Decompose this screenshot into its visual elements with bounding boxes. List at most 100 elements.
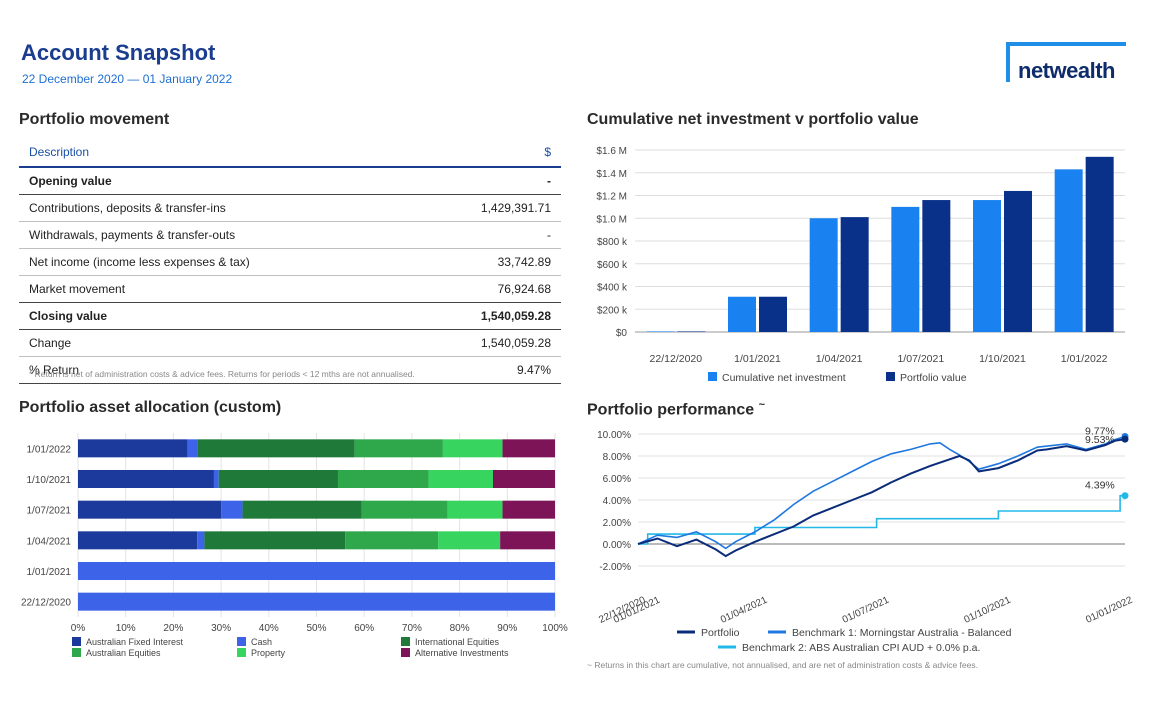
- legend-label: Australian Fixed Interest: [86, 637, 184, 647]
- performance-title-marker: ~: [758, 399, 766, 411]
- bar: [728, 296, 756, 332]
- row-label: Opening value: [19, 167, 414, 195]
- date-range: 22 December 2020 — 01 January 2022: [22, 72, 233, 86]
- performance-footnote: ~ Returns in this chart are cumulative, …: [587, 660, 978, 670]
- table-row: Opening value -: [19, 167, 561, 195]
- x-tick-label: 0%: [71, 623, 86, 634]
- col-value: $: [413, 140, 561, 168]
- legend-label: Benchmark 1: Morningstar Australia - Bal…: [792, 627, 1012, 639]
- legend-swatch: [237, 648, 246, 657]
- bar-segment: [337, 470, 429, 488]
- bar-segment: [500, 531, 555, 550]
- table-row: Closing value 1,540,059.28: [19, 302, 561, 330]
- x-tick-label: 60%: [354, 623, 374, 634]
- x-tick-label: 50%: [306, 623, 326, 634]
- legend-swatch: [237, 637, 246, 646]
- legend-label: International Equities: [415, 637, 500, 647]
- y-tick-label: $200 k: [597, 305, 628, 316]
- x-tick-label: 1/10/2021: [979, 353, 1026, 365]
- legend-label: Cumulative net investment: [722, 372, 846, 384]
- x-tick-label: 30%: [211, 623, 231, 634]
- bar-segment: [428, 470, 493, 488]
- performance-chart: -2.00%0.00%2.00%4.00%6.00%8.00%10.00%22/…: [597, 426, 1135, 654]
- bar-segment: [447, 500, 503, 519]
- bar-segment: [502, 500, 555, 519]
- y-tick-label: 10.00%: [597, 430, 631, 441]
- bar-segment: [78, 562, 555, 580]
- legend-swatch: [401, 637, 410, 646]
- end-label: 9.77%: [1085, 426, 1115, 438]
- y-tick-label: 1/07/2021: [27, 506, 72, 517]
- x-tick-label: 80%: [450, 623, 470, 634]
- cumulative-chart: $0 $200 k $400 k $600 k $800 k $1.0 M $1.2 M $1…: [596, 146, 1125, 384]
- series-line: [637, 438, 1126, 558]
- legend-label: Benchmark 2: ABS Australian CPI AUD + 0.…: [742, 642, 980, 654]
- bar-segment: [187, 439, 198, 458]
- bar-segment: [361, 500, 448, 519]
- bar-segment: [354, 439, 443, 458]
- table-header-row: Description $: [19, 140, 561, 168]
- bar: [646, 331, 675, 332]
- bar-segment: [221, 500, 243, 519]
- row-value: -: [413, 167, 561, 195]
- row-value: 33,742.89: [413, 248, 561, 276]
- row-label: Market movement: [19, 275, 414, 303]
- x-tick-label: 22/12/2020: [650, 353, 703, 365]
- cumulative-chart-title: Cumulative net investment v portfolio va…: [587, 111, 919, 128]
- row-label: % Return: [19, 356, 414, 384]
- allocation-chart-title: Portfolio asset allocation (custom): [19, 399, 282, 416]
- y-tick-label: $0: [616, 328, 628, 339]
- y-tick-label: $600 k: [597, 260, 628, 271]
- portfolio-movement-title: Portfolio movement: [19, 111, 170, 128]
- y-tick-label: $1.0 M: [596, 214, 627, 225]
- x-tick-label: 40%: [259, 623, 279, 634]
- y-tick-label: 1/01/2021: [27, 567, 72, 578]
- bar: [922, 200, 951, 332]
- end-label: 9.53%: [1085, 434, 1115, 446]
- legend-swatch: [72, 637, 81, 646]
- series-line: [637, 435, 1126, 550]
- bar: [1054, 169, 1083, 332]
- y-tick-label: 4.00%: [603, 496, 631, 507]
- x-tick-label: 1/01/2021: [734, 353, 781, 365]
- bar-segment: [502, 439, 555, 458]
- y-tick-label: 0.00%: [603, 540, 631, 551]
- x-tick-label: 1/04/2021: [816, 353, 863, 365]
- logo-bar-left: [1006, 42, 1010, 82]
- page-title: Account Snapshot: [21, 40, 216, 65]
- y-tick-label: 2.00%: [603, 518, 631, 529]
- legend-label: Alternative Investments: [415, 648, 509, 658]
- bar: [759, 296, 787, 332]
- x-tick-label: 100%: [542, 623, 568, 634]
- legend-label: Australian Equities: [86, 648, 161, 658]
- y-tick-label: $800 k: [597, 237, 628, 248]
- x-tick-label: 1/01/2022: [1061, 353, 1108, 365]
- y-tick-label: 1/01/2022: [27, 444, 72, 455]
- y-tick-label: 1/04/2021: [27, 536, 72, 547]
- table-row: Market movement 76,924.68: [19, 275, 561, 303]
- performance-chart-title: Portfolio performance ~: [587, 399, 765, 419]
- bar-segment: [442, 439, 503, 458]
- bar: [677, 331, 706, 332]
- row-label: Withdrawals, payments & transfer-outs: [19, 221, 414, 249]
- bar-segment: [213, 470, 219, 488]
- y-tick-label: 8.00%: [603, 452, 631, 463]
- y-tick-label: $1.6 M: [596, 146, 627, 157]
- bar-segment: [78, 470, 214, 488]
- bar-segment: [78, 531, 198, 550]
- table-row: Change 1,540,059.28: [19, 329, 561, 357]
- bar-segment: [218, 470, 338, 488]
- movement-footnote: * Return is net of administration costs …: [29, 369, 415, 379]
- performance-title-text: Portfolio performance: [587, 401, 755, 419]
- bar: [891, 206, 920, 332]
- x-tick-label: 01/04/2021: [719, 595, 769, 626]
- y-tick-label: $400 k: [597, 283, 628, 294]
- series-line: [638, 494, 1125, 545]
- x-tick-label: 20%: [163, 623, 183, 634]
- table-row: Withdrawals, payments & transfer-outs -: [19, 221, 561, 249]
- legend-label: Portfolio: [701, 627, 740, 639]
- y-tick-label: 6.00%: [603, 474, 631, 485]
- end-label: 4.39%: [1085, 480, 1115, 492]
- bar-segment: [242, 500, 362, 519]
- portfolio-movement-table: Description $ Opening value - Contribution…: [19, 140, 561, 384]
